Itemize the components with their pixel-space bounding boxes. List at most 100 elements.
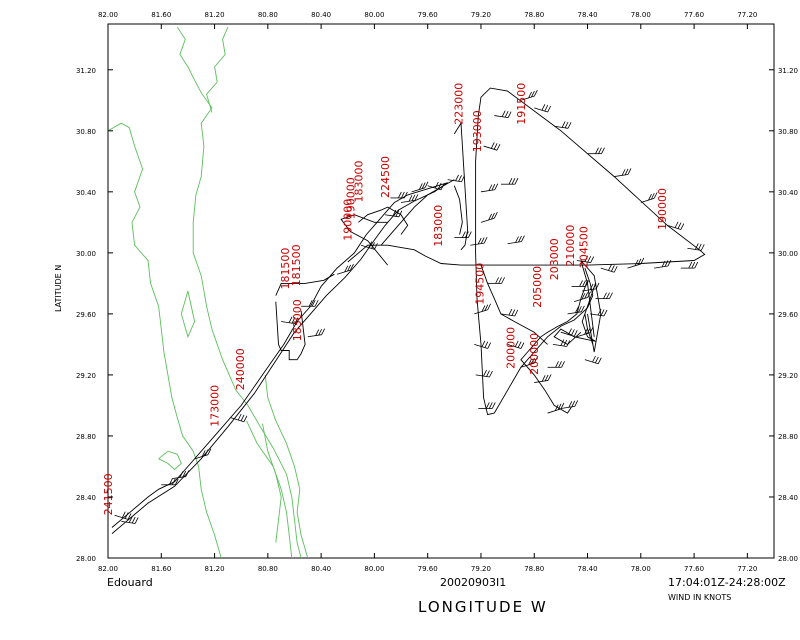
wind-barb-feather	[315, 329, 320, 336]
wind-barb-feather	[461, 231, 466, 238]
y-tick-label-left: 30.00	[76, 250, 96, 258]
wind-barb-feather	[491, 212, 495, 220]
y-tick-label-right: 30.00	[778, 250, 798, 258]
wind-barb-feather	[589, 326, 594, 333]
wind-barb-feather	[495, 277, 499, 284]
wind-barb-feather	[424, 181, 429, 188]
x-tick-label-top: 78.00	[631, 11, 651, 19]
x-tick-label-bottom: 79.60	[418, 565, 438, 573]
wind-barb-staff	[654, 265, 669, 269]
wind-barb-feather	[557, 403, 562, 410]
wind-barb-feather	[347, 264, 351, 272]
y-tick-label-right: 30.40	[778, 189, 798, 197]
x-tick-label-bottom: 78.00	[631, 565, 651, 573]
y-tick-label-left: 30.80	[76, 128, 96, 136]
wind-barb-feather	[603, 309, 608, 317]
wind-barb-feather	[595, 282, 600, 290]
wind-barb-feather	[558, 361, 562, 368]
wind-barb-feather	[613, 266, 618, 273]
wind-barb-staff	[687, 247, 702, 251]
wind-barb-staff	[400, 200, 415, 203]
wind-barb-feather	[511, 309, 516, 316]
wind-barb-staff	[600, 267, 615, 273]
wind-barb-feather	[501, 110, 506, 117]
wind-barb-feather	[131, 516, 136, 524]
wind-barb-feather	[520, 342, 525, 349]
x-tick-label-bottom: 79.20	[471, 565, 491, 573]
wind-barb-feather	[667, 259, 672, 267]
x-tick-label-top: 80.40	[311, 11, 331, 19]
wind-barb-feather	[600, 309, 605, 316]
time-label: 190000	[656, 188, 669, 230]
wind-barb-staff	[667, 225, 681, 230]
wind-barb-feather	[700, 244, 705, 251]
wind-barb-staff	[507, 241, 522, 245]
wind-barb-feather	[515, 236, 519, 243]
wind-barb-feather	[294, 317, 299, 324]
wind-barb-feather	[398, 210, 403, 217]
wind-barb-feather	[487, 303, 492, 310]
wind-barb-feather	[496, 144, 501, 151]
wind-barb-feather	[467, 231, 472, 238]
wind-barb-feather	[541, 375, 546, 382]
wind-barb-feather	[664, 260, 669, 267]
wind-barb-feather	[321, 328, 326, 335]
wind-barb-feather	[531, 90, 535, 98]
wind-barb-staff	[627, 263, 641, 269]
y-tick-label-left: 31.20	[76, 67, 96, 75]
wind-barb-feather	[458, 175, 462, 182]
flight-track	[111, 182, 448, 534]
wind-barb-feather	[661, 260, 666, 268]
wind-barb-staff	[480, 217, 495, 223]
time-label: 183000	[291, 299, 304, 341]
wind-barb-staff	[507, 344, 522, 349]
x-tick-label-bottom: 78.40	[577, 565, 597, 573]
wind-barb-feather	[401, 191, 405, 199]
wind-barb-feather	[350, 263, 354, 271]
x-tick-label-top: 78.40	[577, 11, 597, 19]
wind-barb-feather	[395, 210, 400, 217]
coastline-layer	[108, 26, 309, 558]
time-label: 190000	[342, 199, 355, 241]
wind-barb-feather	[560, 339, 565, 346]
wind-barb-staff	[560, 405, 575, 409]
wind-barb-feather	[680, 223, 685, 230]
wind-barb-feather	[621, 169, 626, 176]
wind-barb-feather	[595, 356, 599, 364]
wind-barb-staff	[171, 476, 186, 480]
wind-barb-staff	[640, 197, 655, 203]
wind-barb-feather	[182, 470, 187, 478]
flight-track	[358, 206, 409, 235]
wind-barb-feather	[483, 236, 488, 244]
wind-barb-staff	[411, 187, 426, 193]
plot-border	[107, 23, 775, 559]
wind-barb-feather	[560, 402, 565, 410]
wind-barb-feather	[421, 182, 426, 189]
wind-barb-staff	[520, 95, 535, 101]
wind-barb-staff	[576, 260, 591, 263]
wind-barb-feather	[488, 402, 493, 409]
wind-barb-feather	[489, 370, 493, 378]
wind-barb-feather	[584, 255, 589, 262]
wind-barb-feather	[240, 414, 245, 422]
x-tick-label-bottom: 81.20	[205, 565, 225, 573]
wind-barb-feather	[371, 242, 375, 249]
wind-barb-feather	[533, 89, 538, 97]
coastline	[108, 122, 222, 558]
time-label: 194500	[474, 263, 487, 305]
wind-barb-feather	[694, 261, 699, 269]
wind-barb-staff	[534, 107, 548, 113]
wind-barb-feather	[179, 471, 184, 478]
time-label: 203000	[548, 238, 561, 280]
wind-barb-feather	[590, 256, 595, 263]
x-tick-label-bottom: 77.20	[737, 565, 757, 573]
wind-barb-feather	[318, 328, 323, 336]
wind-barb-staff	[567, 311, 582, 315]
wind-barb-feather	[544, 374, 549, 382]
wind-barb-staff	[470, 242, 485, 246]
flight-track	[493, 267, 594, 414]
wind-barb-feather	[237, 413, 242, 421]
x-tick-label-bottom: 77.60	[684, 565, 704, 573]
wind-barb-feather	[498, 277, 502, 284]
wind-barb-feather	[481, 340, 486, 347]
